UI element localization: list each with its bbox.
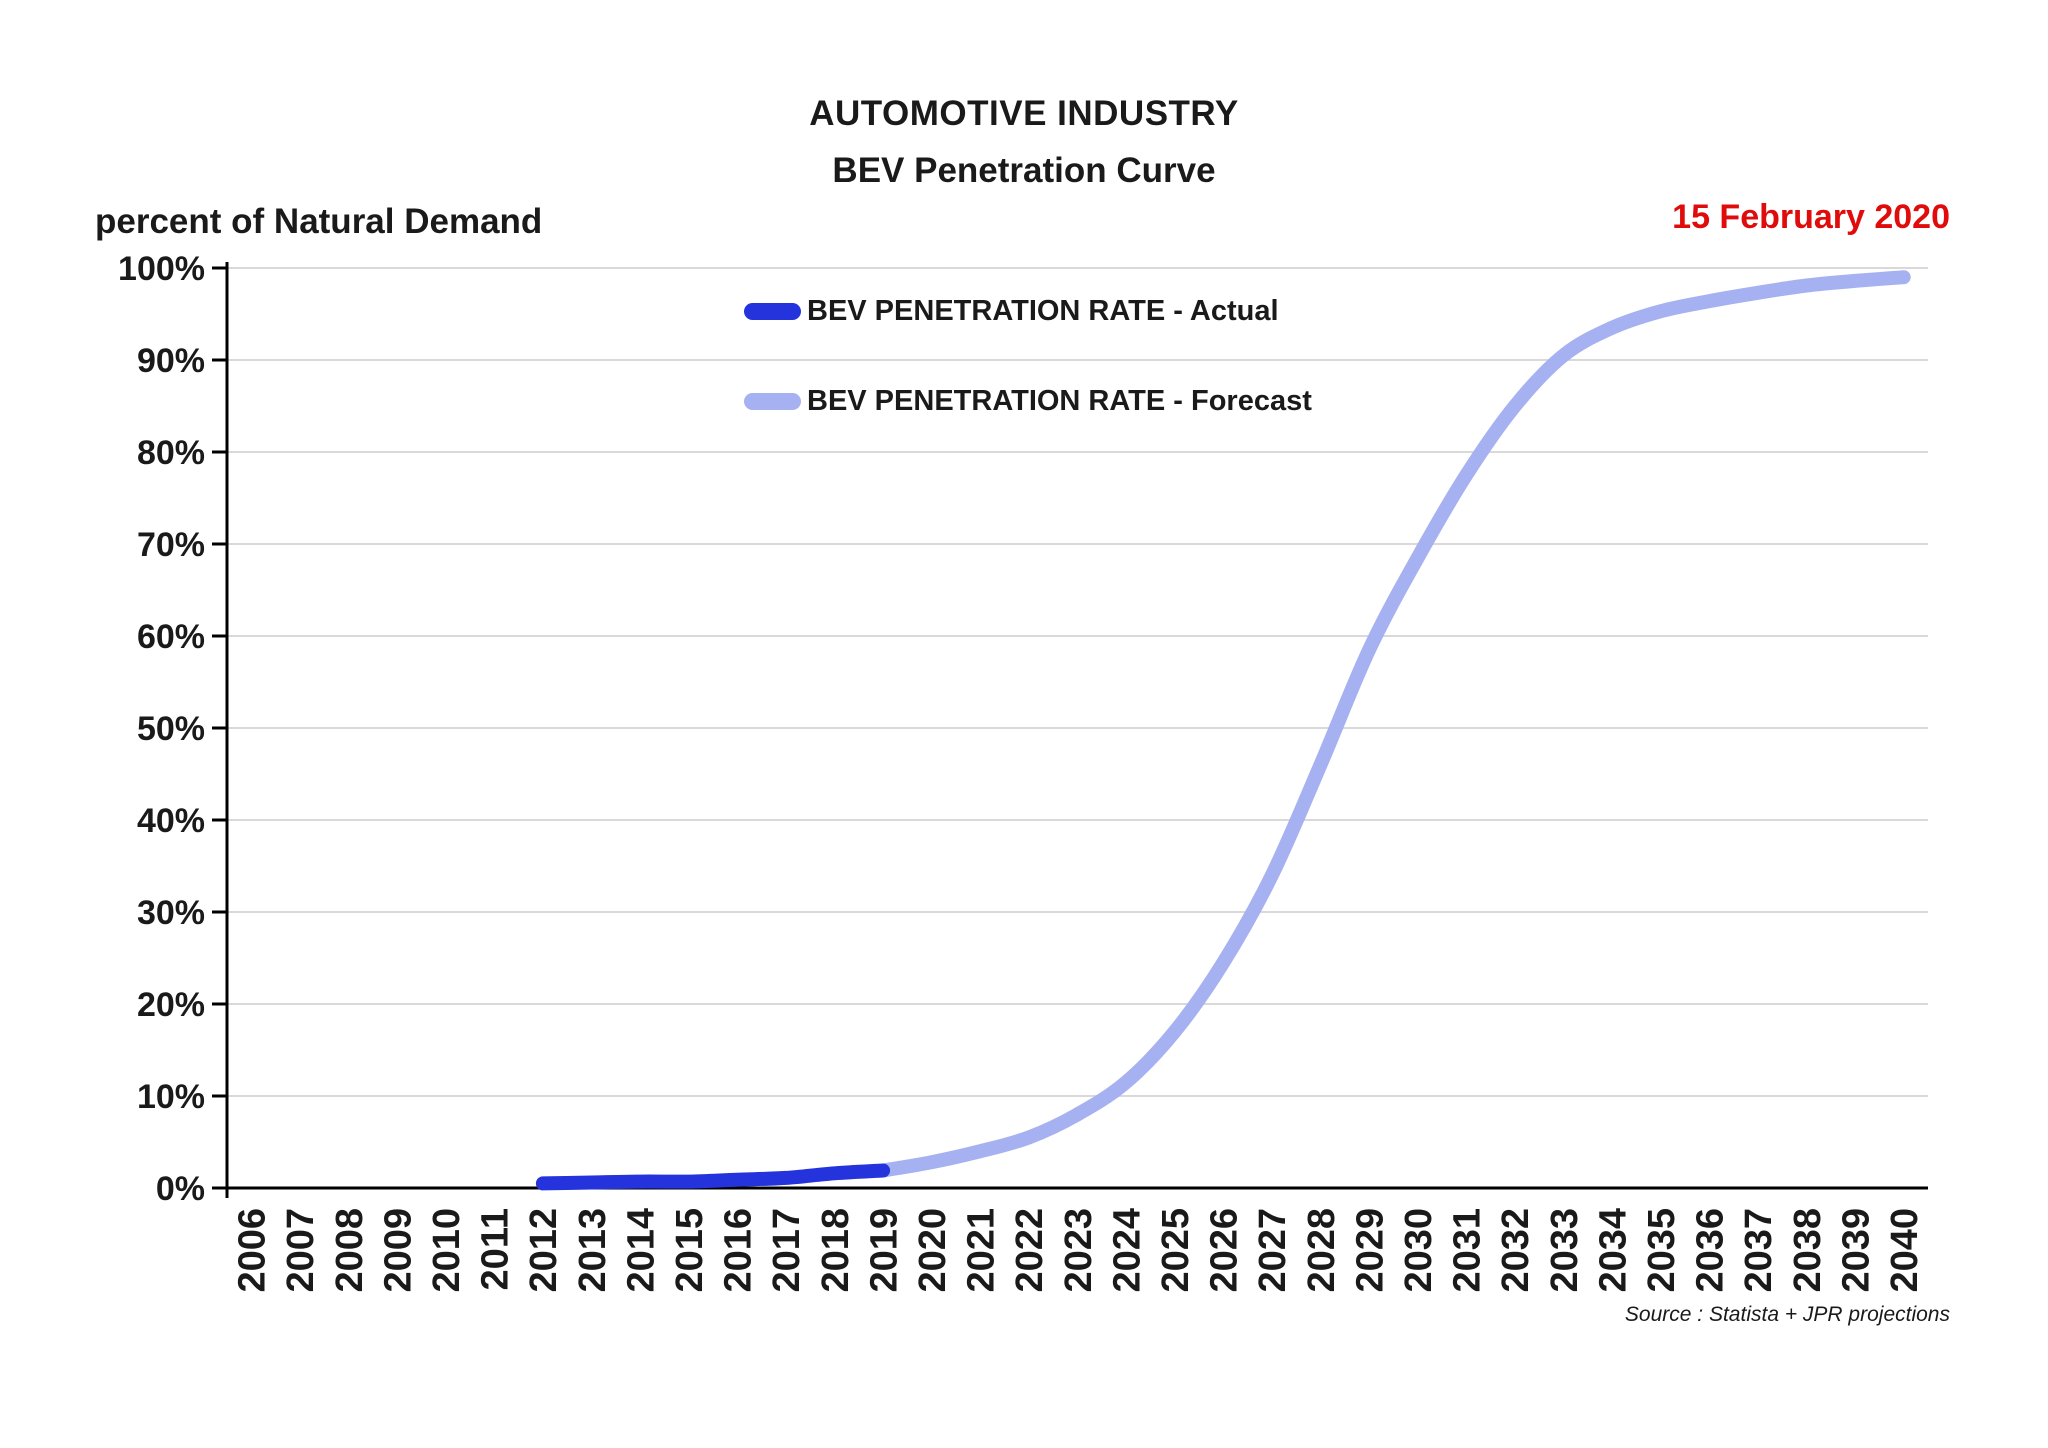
x-tick-label: 2021 bbox=[961, 1208, 1003, 1293]
x-tick-label: 2014 bbox=[620, 1208, 662, 1293]
x-tick-label: 2007 bbox=[280, 1208, 322, 1293]
legend-item-forecast: BEV PENETRATION RATE - Forecast bbox=[744, 384, 1312, 418]
x-tick-label: 2039 bbox=[1835, 1208, 1877, 1293]
chart-title-block: AUTOMOTIVE INDUSTRY BEV Penetration Curv… bbox=[0, 96, 2048, 188]
x-tick-label: 2019 bbox=[863, 1208, 905, 1293]
x-tick-label: 2012 bbox=[523, 1208, 565, 1293]
y-tick-label: 50% bbox=[137, 710, 205, 748]
y-tick-label: 0% bbox=[156, 1170, 205, 1208]
y-tick-label: 30% bbox=[137, 894, 205, 932]
y-tick-label: 20% bbox=[137, 986, 205, 1024]
chart-legend: BEV PENETRATION RATE - Actual BEV PENETR… bbox=[744, 294, 1312, 418]
legend-item-actual: BEV PENETRATION RATE - Actual bbox=[744, 294, 1312, 328]
series-line-forecast bbox=[876, 270, 1911, 1178]
legend-label-forecast: BEV PENETRATION RATE - Forecast bbox=[807, 384, 1312, 417]
x-tick-label: 2032 bbox=[1495, 1208, 1537, 1293]
y-tick-label: 100% bbox=[118, 250, 205, 288]
x-tick-label: 2026 bbox=[1204, 1208, 1246, 1293]
x-tick-label: 2036 bbox=[1690, 1208, 1732, 1293]
y-tick-label: 60% bbox=[137, 618, 205, 656]
x-tick-label: 2010 bbox=[426, 1208, 468, 1293]
chart-title: AUTOMOTIVE INDUSTRY bbox=[809, 94, 1239, 133]
x-tick-label: 2016 bbox=[718, 1208, 760, 1293]
y-tick-label: 10% bbox=[137, 1078, 205, 1116]
x-tick-label: 2013 bbox=[572, 1208, 614, 1293]
x-tick-label: 2033 bbox=[1544, 1208, 1586, 1293]
x-tick-label: 2031 bbox=[1447, 1208, 1489, 1293]
x-tick-label: 2022 bbox=[1009, 1208, 1051, 1293]
legend-label-actual: BEV PENETRATION RATE - Actual bbox=[807, 294, 1279, 327]
x-tick-label: 2015 bbox=[669, 1208, 711, 1293]
x-tick-label: 2030 bbox=[1398, 1208, 1440, 1293]
x-tick-label: 2020 bbox=[912, 1208, 954, 1293]
x-tick-label: 2027 bbox=[1252, 1208, 1294, 1293]
x-tick-label: 2028 bbox=[1301, 1208, 1343, 1293]
chart-subtitle: BEV Penetration Curve bbox=[832, 151, 1216, 190]
x-tick-label: 2037 bbox=[1738, 1208, 1780, 1293]
x-tick-label: 2040 bbox=[1884, 1208, 1926, 1293]
date-label: 15 February 2020 bbox=[1672, 198, 1950, 236]
x-tick-label: 2018 bbox=[815, 1208, 857, 1293]
source-attribution: Source : Statista + JPR projections bbox=[1624, 1303, 1950, 1326]
y-tick-label: 80% bbox=[137, 434, 205, 472]
x-tick-label: 2024 bbox=[1106, 1208, 1148, 1293]
legend-swatch-actual bbox=[744, 302, 801, 320]
x-tick-label: 2006 bbox=[232, 1208, 274, 1293]
x-tick-label: 2025 bbox=[1155, 1208, 1197, 1293]
x-tick-label: 2029 bbox=[1349, 1208, 1391, 1293]
y-tick-label: 70% bbox=[137, 526, 205, 564]
y-axis-title: percent of Natural Demand bbox=[95, 202, 543, 241]
legend-swatch-forecast bbox=[744, 392, 801, 410]
series-line-actual bbox=[535, 1163, 891, 1191]
x-tick-label: 2023 bbox=[1058, 1208, 1100, 1293]
x-tick-label: 2038 bbox=[1787, 1208, 1829, 1293]
x-tick-label: 2034 bbox=[1592, 1208, 1634, 1293]
x-tick-label: 2011 bbox=[475, 1208, 517, 1290]
y-tick-label: 40% bbox=[137, 802, 205, 840]
x-tick-label: 2035 bbox=[1641, 1208, 1683, 1293]
x-tick-label: 2017 bbox=[766, 1208, 808, 1293]
x-tick-label: 2008 bbox=[329, 1208, 371, 1293]
x-tick-label: 2009 bbox=[377, 1208, 419, 1293]
y-tick-label: 90% bbox=[137, 342, 205, 380]
